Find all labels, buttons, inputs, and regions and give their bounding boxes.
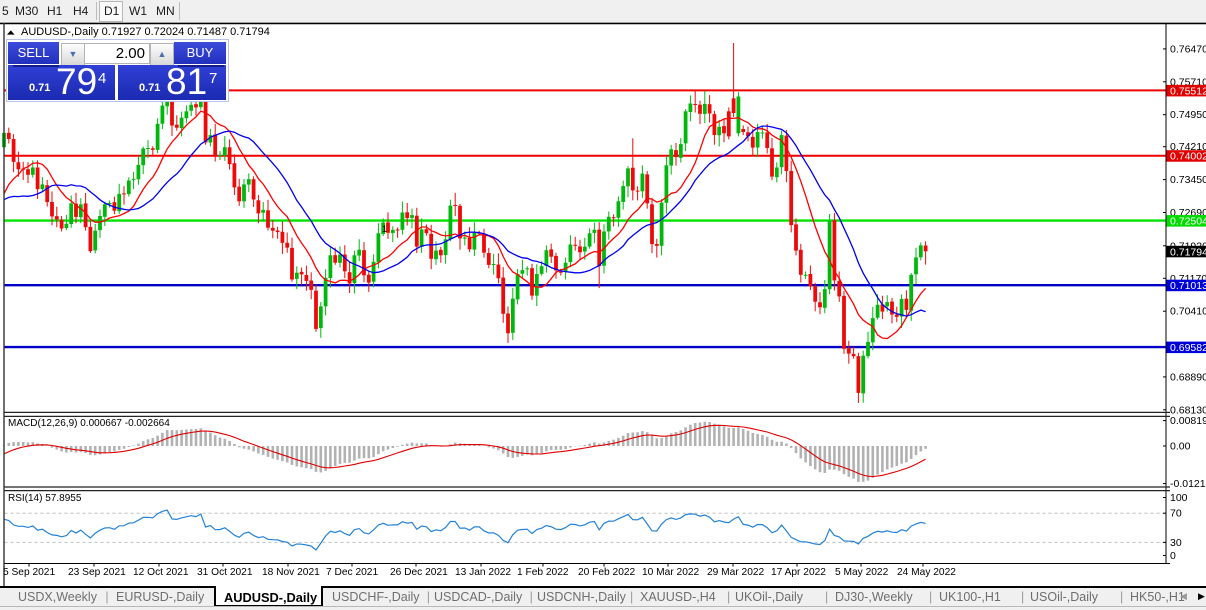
- svg-text:13 Jan 2022: 13 Jan 2022: [455, 567, 511, 578]
- svg-text:1: 1: [382, 224, 387, 234]
- svg-text:5 Sep 2021: 5 Sep 2021: [3, 567, 55, 578]
- svg-text:23 Sep 2021: 23 Sep 2021: [68, 567, 126, 578]
- svg-text:0.70410: 0.70410: [1170, 306, 1206, 318]
- svg-text:0.71013: 0.71013: [1170, 280, 1206, 292]
- svg-text:0.68130: 0.68130: [1170, 404, 1206, 416]
- svg-text:RSI(14) 57.8955: RSI(14) 57.8955: [8, 493, 82, 504]
- svg-text:7 Dec 2021: 7 Dec 2021: [326, 567, 378, 578]
- svg-text:0.76470: 0.76470: [1170, 43, 1206, 55]
- svg-text:0.74950: 0.74950: [1170, 109, 1206, 121]
- svg-text:100: 100: [1170, 492, 1188, 504]
- svg-text:0.69582: 0.69582: [1170, 342, 1206, 354]
- svg-text:0.74002: 0.74002: [1170, 151, 1206, 163]
- svg-text:0.71794: 0.71794: [1170, 246, 1206, 258]
- svg-text:12 Oct 2021: 12 Oct 2021: [133, 567, 189, 578]
- svg-text:0: 0: [1170, 550, 1176, 562]
- svg-text:MACD(12,26,9) 0.000667 -0.0026: MACD(12,26,9) 0.000667 -0.002664: [8, 418, 170, 429]
- svg-text:31 Oct 2021: 31 Oct 2021: [197, 567, 253, 578]
- svg-text:30: 30: [1170, 537, 1182, 549]
- svg-text:0.68890: 0.68890: [1170, 371, 1206, 383]
- svg-text:29 Mar 2022: 29 Mar 2022: [707, 567, 765, 578]
- svg-text:24 May 2022: 24 May 2022: [897, 567, 956, 578]
- svg-text:AUDUSD-,Daily 0.71927 0.72024: AUDUSD-,Daily 0.71927 0.72024 0.71487 0.…: [21, 26, 270, 38]
- svg-text:1 Feb 2022: 1 Feb 2022: [517, 567, 569, 578]
- svg-text:18 Nov 2021: 18 Nov 2021: [262, 567, 320, 578]
- svg-text:0.75512: 0.75512: [1170, 85, 1206, 97]
- svg-text:0.72504: 0.72504: [1170, 216, 1206, 228]
- svg-text:26 Dec 2021: 26 Dec 2021: [390, 567, 448, 578]
- svg-text:17 Apr 2022: 17 Apr 2022: [771, 567, 826, 578]
- svg-text:20 Feb 2022: 20 Feb 2022: [578, 567, 636, 578]
- svg-text:0.73450: 0.73450: [1170, 174, 1206, 186]
- svg-text:0.00: 0.00: [1170, 441, 1191, 453]
- svg-text:0.008197: 0.008197: [1170, 415, 1206, 427]
- svg-text:70: 70: [1170, 508, 1182, 520]
- svg-text:-0.01212: -0.01212: [1170, 478, 1206, 490]
- svg-text:10 Mar 2022: 10 Mar 2022: [642, 567, 700, 578]
- svg-text:5 May 2022: 5 May 2022: [835, 567, 889, 578]
